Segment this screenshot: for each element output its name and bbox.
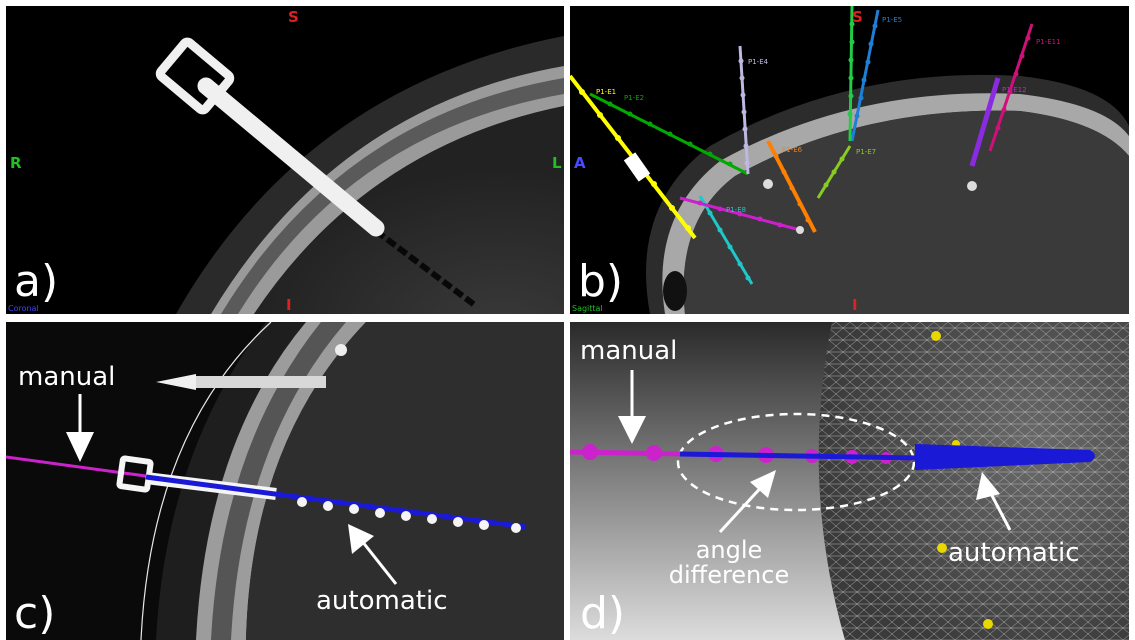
- automatic-arrow: [976, 472, 1012, 531]
- electrode-p1-e12: [969, 77, 1001, 167]
- skull-bone: [211, 66, 564, 314]
- panel-d-3d-render: manual angle difference automatic d): [570, 322, 1129, 640]
- annotation-automatic: automatic: [948, 538, 1080, 568]
- electrode-p1-e4: [738, 45, 750, 175]
- electrode-label-p1-e7: P1-E7: [856, 148, 877, 156]
- sagittal-ct-image: [570, 6, 1129, 314]
- electrode-label-p1-e4: P1-E4: [748, 58, 769, 66]
- automatic-arrow: [348, 524, 398, 585]
- electrode-label-p1-e2: P1-E2: [624, 94, 645, 102]
- panel-a-coronal-ct: S R L I Coronal a): [6, 6, 564, 314]
- annotation-angle-difference: angle difference: [654, 536, 804, 590]
- skull-bone: [662, 93, 1129, 314]
- electrode-p1-e6: [766, 140, 817, 233]
- panel-label-c: c): [14, 588, 56, 639]
- annotation-manual: manual: [18, 362, 116, 392]
- annotation-angle-line2: difference: [668, 561, 790, 590]
- orientation-left: L: [552, 154, 562, 172]
- annotation-angle-line1: angle: [695, 536, 763, 564]
- view-name-label: Sagittal: [572, 304, 603, 313]
- panel-b-sagittal-ct: S A I Sagittal P1-E1 P1-E2 P1-E4 P1-E5 P…: [570, 6, 1129, 314]
- electrode-label-p1-e6: P1-E6: [782, 146, 803, 154]
- orientation-right: R: [10, 154, 22, 172]
- electrode-p1-e5: [850, 9, 880, 142]
- ct-detail-image: [6, 322, 564, 640]
- annotation-automatic: automatic: [316, 586, 448, 616]
- panel-label-b: b): [578, 256, 624, 307]
- electrode-contacts: [297, 497, 521, 533]
- electrode-label-p1-e5: P1-E5: [882, 16, 903, 24]
- panel-c-ct-detail: manual automatic c): [6, 322, 564, 640]
- coronal-ct-image: [6, 6, 564, 314]
- automatic-bolt-body: [915, 444, 1095, 470]
- orientation-inferior: I: [852, 296, 858, 314]
- orientation-anterior: A: [574, 154, 586, 172]
- electrode-p1-e2: [589, 92, 749, 176]
- manual-arrow: [618, 370, 646, 444]
- electrode-p1-e1: [570, 74, 697, 240]
- orientation-superior: S: [288, 8, 299, 26]
- angle-region-ellipse: [676, 412, 916, 512]
- automatic-trajectory: [145, 474, 527, 530]
- manual-arrow: [66, 394, 94, 462]
- orientation-superior: S: [852, 8, 863, 26]
- view-name-label: Coronal: [8, 304, 39, 313]
- electrode-p1-e9-magenta: [679, 196, 801, 232]
- automatic-trajectory: [679, 451, 921, 461]
- mesh-render-image: [570, 322, 1129, 640]
- electrode-label-p1-e12: P1-E12: [1002, 86, 1027, 94]
- panel-label-d: d): [580, 588, 626, 639]
- annotation-manual: manual: [580, 336, 678, 366]
- orientation-inferior: I: [286, 296, 292, 314]
- electrode-p1-e11: [988, 23, 1034, 152]
- upper-bolt: [156, 374, 326, 390]
- electrode-p1-e7: [816, 145, 852, 199]
- anchor-bolt: [155, 37, 385, 237]
- electrode-label-p1-e8: P1-E8: [726, 206, 747, 214]
- electrode-label-p1-e1: P1-E1: [596, 88, 617, 96]
- brain-tissue: [683, 110, 1129, 314]
- electrode-p1-e3-green: [847, 6, 855, 142]
- brain-tissue: [254, 106, 564, 314]
- brain-tissue: [246, 322, 564, 640]
- panel-label-a: a): [14, 256, 59, 307]
- angle-difference-arrow: [718, 470, 776, 534]
- electrode-p1-e8: [698, 195, 754, 285]
- electrode-label-p1-e11: P1-E11: [1036, 38, 1061, 46]
